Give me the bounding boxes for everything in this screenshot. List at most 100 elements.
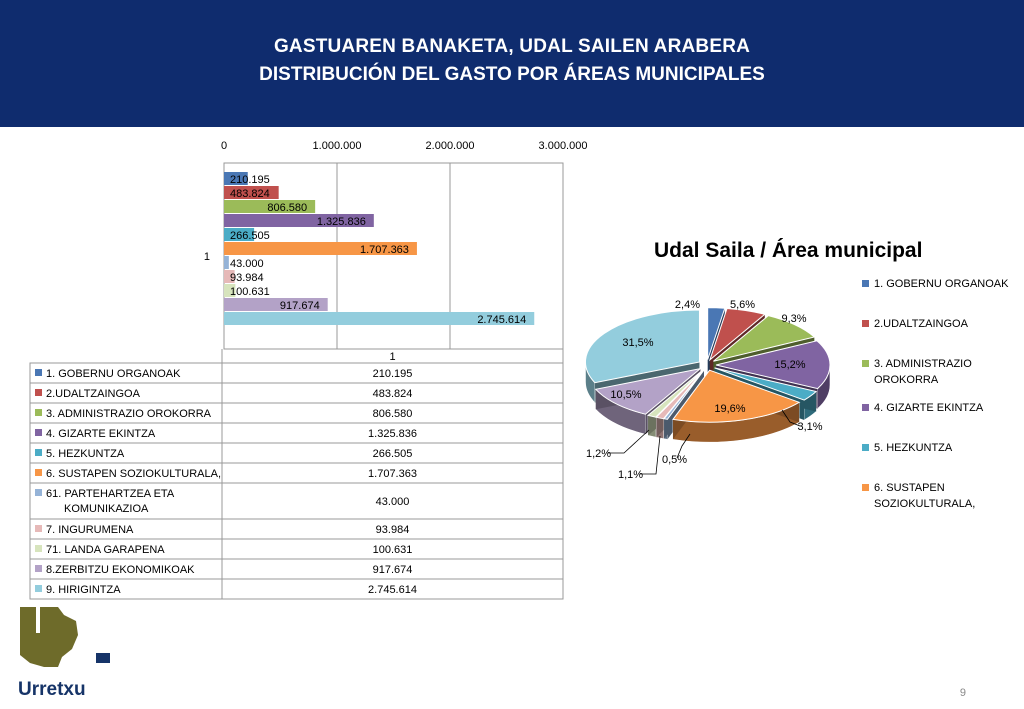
bar-data-label: 1.325.836 <box>317 216 366 228</box>
bar-data-label: 917.674 <box>280 300 320 312</box>
pie-legend-key <box>862 404 869 411</box>
table-value: 100.631 <box>373 544 413 556</box>
page-title: GASTUAREN BANAKETA, UDAL SAILEN ARABERA <box>273 36 751 57</box>
bar-data-label: 210.195 <box>230 174 270 186</box>
table-value: 93.984 <box>376 524 410 536</box>
pie-slice <box>708 307 766 362</box>
table-header: 1 <box>389 351 395 363</box>
table-legend-key <box>35 369 42 376</box>
bar <box>224 242 417 255</box>
table-series-name: 8.ZERBITZU EKONOMIKOAK <box>46 564 195 576</box>
table-series-name: 1. GOBERNU ORGANOAK <box>46 368 181 380</box>
pie-legend-key <box>862 484 869 491</box>
table-series-name: 6. SUSTAPEN SOZIOKULTURALA, <box>46 468 221 480</box>
pie-data-label: 0,5% <box>662 454 687 466</box>
page-number: 9 <box>959 687 966 699</box>
bar <box>224 200 316 213</box>
table-series-name: 4. GIZARTE EKINTZA <box>46 428 156 440</box>
pie-slice <box>655 369 704 420</box>
pie-legend-label: OROKORRA <box>874 374 939 386</box>
table-legend-key <box>35 429 42 436</box>
bar-data-label: 483.824 <box>230 188 270 200</box>
pie-legend-key <box>862 360 869 367</box>
pie-leader-line <box>781 409 801 427</box>
pie-data-label: 1,1% <box>618 469 643 481</box>
bar-data-label: 266.505 <box>230 230 270 242</box>
table-legend-key <box>35 525 42 532</box>
pie-data-label: 10,5% <box>610 389 641 401</box>
table-series-name: 9. HIRIGINTZA <box>46 584 121 596</box>
table-value: 43.000 <box>376 496 410 508</box>
table-legend-key <box>35 469 42 476</box>
bar-data-label: 93.984 <box>230 272 264 284</box>
pie-slice <box>707 307 726 360</box>
table-legend-key <box>35 409 42 416</box>
table-series-name: 3. ADMINISTRAZIO OROKORRA <box>46 408 212 420</box>
table-series-name: 7. INGURUMENA <box>46 524 134 536</box>
table-series-name: KOMUNIKAZIOA <box>64 503 149 515</box>
bar <box>224 172 248 185</box>
pie-slice <box>713 315 816 362</box>
pie-legend-label: SOZIOKULTURALA, <box>874 498 975 510</box>
y-category-label: 1 <box>204 251 210 263</box>
table-series-name: 61. PARTEHARTZEA ETA <box>46 488 175 500</box>
pie-slice <box>714 367 818 401</box>
bar <box>224 256 229 269</box>
pie-legend-label: 4. GIZARTE EKINTZA <box>874 402 984 414</box>
pie-slice <box>594 368 701 415</box>
pie-data-label: 5,6% <box>730 299 755 311</box>
bar-chart: 0 1.000.000 2.000.000 3.000.000 1 210.195 483.… <box>29 140 588 600</box>
pie-legend-key <box>862 320 869 327</box>
table-legend-key <box>35 585 42 592</box>
pie-data-label: 15,2% <box>774 359 805 371</box>
pie-legend-label: 2.UDALTZAINGOA <box>874 318 969 330</box>
table-series-name: 71. LANDA GARAPENA <box>46 544 165 556</box>
pie-leader-line <box>640 435 661 475</box>
bar <box>224 186 279 199</box>
table-value: 266.505 <box>373 448 413 460</box>
x-tick-label: 3.000.000 <box>539 140 588 152</box>
logo-text: Urretxu <box>18 679 86 700</box>
pie-legend-label: 6. SUSTAPEN <box>874 482 945 494</box>
bar <box>224 312 535 325</box>
bar <box>224 284 236 297</box>
pie-data-label: 1,2% <box>586 448 611 460</box>
pie-title: Udal Saila / Área municipal <box>654 239 922 262</box>
pie-legend-label: 5. HEZKUNTZA <box>874 442 953 454</box>
data-table <box>29 362 564 600</box>
pie-data-label: 31,5% <box>622 337 653 349</box>
pie-legend-key <box>862 444 869 451</box>
table-legend-key <box>35 565 42 572</box>
bar-data-label: 806.580 <box>267 202 307 214</box>
bar-data-label: 2.745.614 <box>477 314 526 326</box>
bar-data-label: 1.707.363 <box>360 244 409 256</box>
pie-slice <box>585 309 700 384</box>
urretxu-logo-icon <box>20 607 110 667</box>
table-series-name: 5. HEZKUNTZA <box>46 448 125 460</box>
bar <box>224 228 255 241</box>
bar-data-label: 43.000 <box>230 258 264 270</box>
table-value: 1.707.363 <box>368 468 417 480</box>
pie-chart: Udal Saila / Área municipal 2,4% 5,6% 9,3% 1… <box>585 239 1009 510</box>
table-value: 2.745.614 <box>368 584 417 596</box>
pie-slice <box>672 369 801 423</box>
table-legend-key <box>35 389 42 396</box>
pie-legend-label: 1. GOBERNU ORGANOAK <box>874 278 1009 290</box>
pie-leader-line <box>608 429 650 454</box>
bar <box>224 270 235 283</box>
pie-legend-key <box>862 280 869 287</box>
table-value: 1.325.836 <box>368 428 417 440</box>
pie-data-label: 3,1% <box>797 421 822 433</box>
header-banner: GASTUAREN BANAKETA, UDAL SAILEN ARABERA … <box>0 0 1024 127</box>
pie-data-label: 19,6% <box>714 403 745 415</box>
x-tick-label: 2.000.000 <box>426 140 475 152</box>
pie-data-label: 9,3% <box>781 313 806 325</box>
table-series-name: 2.UDALTZAINGOA <box>46 388 141 400</box>
bar <box>224 298 328 311</box>
table-legend-key <box>35 449 42 456</box>
page-subtitle: DISTRIBUCIÓN DEL GASTO POR ÁREAS MUNICIP… <box>259 64 765 85</box>
x-tick-label: 1.000.000 <box>313 140 362 152</box>
pie-slice <box>646 369 704 418</box>
x-tick-label: 0 <box>221 140 227 152</box>
pie-legend-label: 3. ADMINISTRAZIO <box>874 358 972 370</box>
